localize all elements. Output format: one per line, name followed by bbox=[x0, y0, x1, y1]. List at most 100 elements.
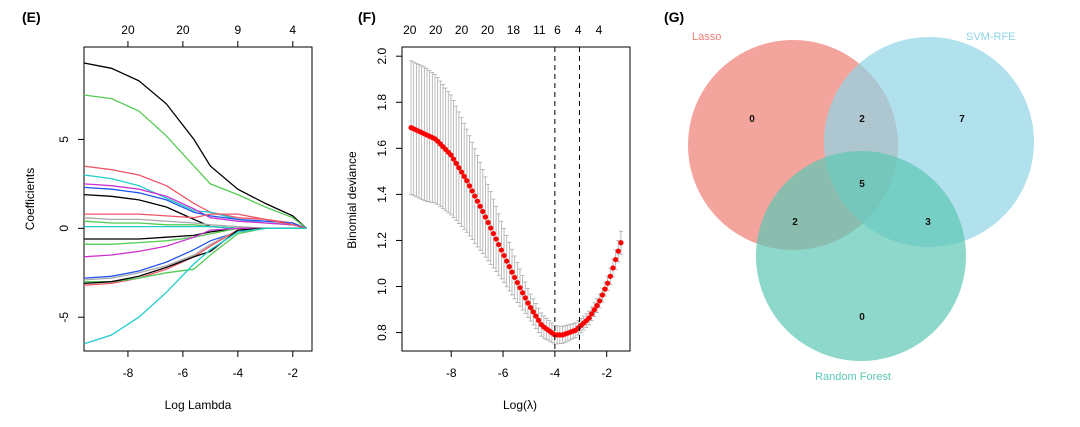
deviance-points bbox=[408, 125, 624, 338]
x-axis-title: Log Lambda bbox=[165, 398, 232, 412]
deviance-point bbox=[456, 165, 462, 171]
deviance-point bbox=[498, 247, 504, 253]
y-tick-label: 1.6 bbox=[375, 140, 389, 157]
deviance-point bbox=[504, 258, 510, 264]
coefficient-line-1 bbox=[83, 62, 307, 229]
deviance-point bbox=[477, 203, 483, 209]
lambda-reference-lines bbox=[554, 47, 580, 351]
region-svm-only: 7 bbox=[959, 114, 965, 125]
deviance-point bbox=[589, 311, 595, 317]
top-tick-label: 11 bbox=[533, 23, 546, 37]
y-axis-title: Binomial deviance bbox=[345, 151, 359, 249]
deviance-point bbox=[613, 256, 619, 263]
deviance-point bbox=[615, 248, 621, 254]
deviance-point bbox=[485, 219, 491, 226]
coefficient-path-chart: -8 -6 -4 -2 -5 0 5 20 20 9 4 Log Lambda Coeffici… bbox=[23, 23, 313, 412]
x-tick-label: -8 bbox=[446, 366, 457, 380]
top-tick-label: 18 bbox=[507, 23, 521, 37]
deviance-point bbox=[490, 230, 497, 237]
panel-label-g: (G) bbox=[664, 9, 684, 25]
deviance-point bbox=[528, 304, 534, 311]
deviance-point bbox=[618, 240, 624, 246]
deviance-point bbox=[512, 274, 518, 281]
deviance-point bbox=[535, 317, 542, 323]
region-lasso-rf: 2 bbox=[792, 217, 798, 228]
deviance-point bbox=[522, 295, 528, 301]
y-tick-label: 1.8 bbox=[375, 94, 389, 111]
deviance-point bbox=[514, 279, 520, 286]
deviance-point bbox=[472, 193, 478, 199]
error-bars bbox=[409, 60, 623, 345]
region-svm-rf: 3 bbox=[925, 217, 931, 228]
x-tick-label: -4 bbox=[232, 366, 243, 380]
deviance-point bbox=[591, 307, 597, 313]
coefficient-lines bbox=[83, 62, 307, 345]
coefficient-line-14 bbox=[83, 227, 307, 258]
y-tick-label: 0 bbox=[57, 225, 71, 232]
top-tick-label: 4 bbox=[289, 23, 296, 37]
y-tick-label: 2.0 bbox=[375, 48, 389, 65]
plot-frame bbox=[83, 46, 313, 352]
svm-rfe-set-label: SVM-RFE bbox=[966, 31, 1016, 43]
deviance-point bbox=[464, 178, 470, 184]
top-tick-label: 4 bbox=[575, 23, 582, 37]
deviance-point bbox=[448, 152, 454, 158]
coefficient-line-20 bbox=[83, 227, 307, 345]
deviance-point bbox=[597, 298, 603, 304]
top-tick-label: 20 bbox=[121, 23, 135, 37]
coefficient-line-3 bbox=[83, 165, 307, 229]
region-lasso-only: 0 bbox=[749, 114, 755, 125]
cv-deviance-chart: -8 -6 -4 -2 0.8 1.0 1.2 1.4 1.6 1.8 2.0 20 20 20 20 1… bbox=[345, 23, 631, 412]
x-tick-label: -2 bbox=[601, 366, 612, 380]
y-axis: -5 0 5 bbox=[57, 136, 84, 323]
y-tick-label: 1.0 bbox=[375, 278, 389, 295]
region-rf-only: 0 bbox=[859, 312, 865, 323]
deviance-point bbox=[488, 225, 494, 231]
x-tick-label: -8 bbox=[123, 366, 134, 380]
y-axis: 0.8 1.0 1.2 1.4 1.6 1.8 2.0 bbox=[375, 48, 402, 341]
deviance-point bbox=[530, 309, 536, 315]
x-tick-label: -6 bbox=[498, 366, 509, 380]
x-axis: -8 -6 -4 -2 bbox=[123, 351, 298, 380]
deviance-point bbox=[599, 292, 605, 298]
venn-diagram: Lasso SVM-RFE Random Forest 0 2 7 5 2 3 … bbox=[688, 31, 1034, 383]
top-tick-label: 20 bbox=[403, 23, 417, 37]
deviance-point bbox=[602, 286, 608, 292]
coefficient-line-5 bbox=[83, 183, 307, 229]
coefficient-line-8 bbox=[84, 213, 307, 229]
top-axis: 20 20 20 20 18 11 6 4 4 bbox=[403, 23, 602, 37]
top-tick-label: 20 bbox=[481, 23, 495, 37]
deviance-point bbox=[466, 183, 473, 189]
deviance-point bbox=[501, 252, 507, 259]
deviance-point bbox=[610, 265, 616, 271]
y-tick-label: 5 bbox=[57, 136, 71, 143]
deviance-point bbox=[586, 315, 592, 321]
deviance-point bbox=[469, 188, 475, 194]
deviance-point bbox=[509, 269, 515, 275]
panel-label-e: (E) bbox=[22, 9, 41, 25]
deviance-point bbox=[506, 263, 512, 270]
top-axis: 20 20 9 4 bbox=[121, 23, 296, 47]
top-tick-label: 9 bbox=[234, 23, 241, 37]
deviance-point bbox=[517, 285, 523, 291]
deviance-point bbox=[458, 169, 465, 175]
top-tick-label: 20 bbox=[176, 23, 190, 37]
deviance-point bbox=[605, 280, 611, 286]
random-forest-set-circle bbox=[756, 151, 966, 361]
deviance-point bbox=[607, 273, 613, 279]
top-tick-label: 20 bbox=[455, 23, 469, 37]
y-tick-label: -5 bbox=[57, 312, 71, 323]
deviance-point bbox=[533, 313, 539, 319]
top-tick-label: 4 bbox=[596, 23, 603, 37]
deviance-point bbox=[474, 198, 481, 204]
region-all-three: 5 bbox=[859, 179, 865, 190]
x-axis-title: Log(λ) bbox=[503, 398, 537, 412]
x-axis: -8 -6 -4 -2 bbox=[446, 351, 612, 380]
deviance-point bbox=[453, 160, 459, 166]
deviance-point bbox=[493, 236, 499, 242]
y-axis-title: Coefficients bbox=[23, 168, 37, 230]
top-tick-label: 6 bbox=[554, 23, 561, 37]
y-tick-label: 0.8 bbox=[375, 324, 389, 341]
deviance-point bbox=[480, 208, 486, 215]
